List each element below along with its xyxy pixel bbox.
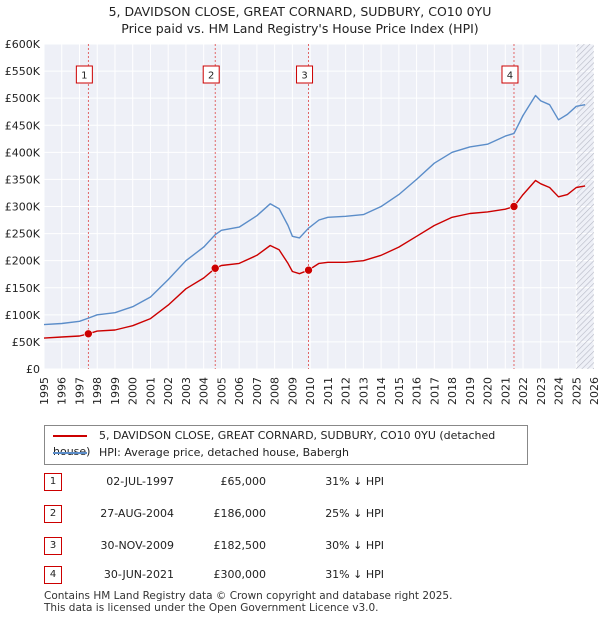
- y-tick-label: £300K: [5, 201, 41, 214]
- x-tick-label: 2012: [340, 377, 353, 405]
- x-tick-label: 2005: [215, 377, 228, 405]
- price-chart: 1 2 3 4 £0 £50K £100K £150K £200K £250K £300K £350…: [5, 38, 600, 405]
- transaction-hpi: 30% ↓ HPI: [325, 539, 384, 552]
- x-tick-label: 1998: [91, 377, 104, 405]
- x-tick-label: 1996: [56, 377, 69, 405]
- y-tick-label: £100K: [5, 309, 41, 322]
- x-tick-label: 2016: [411, 377, 424, 405]
- hpi-series-line: [43, 94, 586, 326]
- sale-label-box: [75, 65, 93, 84]
- x-tick-label: 2024: [553, 377, 566, 405]
- forecast-hatch: [576, 44, 594, 369]
- legend-item-property: 5, DAVIDSON CLOSE, GREAT CORNARD, SUDBUR…: [53, 428, 527, 458]
- x-tick-label: 2003: [180, 377, 193, 405]
- y-tick-label: £500K: [5, 92, 41, 105]
- transaction-number: 2: [44, 505, 62, 523]
- sale-point: [509, 202, 519, 211]
- x-tick-label: 2025: [570, 377, 583, 405]
- x-tick-label: 2018: [446, 377, 459, 405]
- y-tick-label: £50K: [12, 336, 41, 349]
- x-tick-label: 2020: [482, 377, 495, 405]
- sale-point: [84, 329, 93, 339]
- transaction-row: 2 27-AUG-2004 £186,000 25% ↓ HPI: [44, 504, 444, 524]
- transaction-date: 30-JUN-2021: [103, 568, 174, 581]
- transaction-row: 1 02-JUL-1997 £65,000 31% ↓ HPI: [44, 472, 444, 492]
- sale-label: 1: [81, 71, 87, 82]
- transaction-price: £182,500: [213, 539, 267, 552]
- y-tick-label: £350K: [5, 173, 41, 186]
- x-tick-label: 2026: [588, 377, 600, 405]
- sale-label-box: [296, 65, 314, 84]
- x-tick-label: 2007: [251, 377, 264, 405]
- transaction-row: 4 30-JUN-2021 £300,000 31% ↓ HPI: [44, 565, 444, 585]
- x-tick-label: 2022: [517, 377, 530, 405]
- x-tick-label: 2001: [144, 377, 157, 405]
- x-tick-label: 2023: [535, 377, 548, 405]
- y-tick-label: £400K: [5, 146, 41, 159]
- transaction-date: 02-JUL-1997: [106, 475, 174, 488]
- sale-label: 4: [507, 71, 513, 82]
- transaction-date: 30-NOV-2009: [100, 539, 174, 552]
- transaction-number: 3: [44, 537, 62, 555]
- sale-label: 3: [301, 71, 307, 82]
- transaction-date: 27-AUG-2004: [100, 507, 174, 520]
- transaction-number: 1: [44, 473, 62, 491]
- footer-copyright: Contains HM Land Registry data © Crown c…: [44, 590, 453, 602]
- transaction-price: £65,000: [220, 475, 267, 488]
- legend-item-hpi: HPI: Average price, detached house, Babe…: [53, 445, 349, 461]
- sale-label: 2: [208, 71, 214, 82]
- x-tick-label: 1997: [73, 377, 86, 405]
- transaction-row: 3 30-NOV-2009 £182,500 30% ↓ HPI: [44, 536, 444, 556]
- x-tick-label: 2015: [393, 377, 406, 405]
- x-tick-label: 2008: [269, 377, 282, 405]
- x-tick-label: 2006: [233, 377, 246, 405]
- legend: 5, DAVIDSON CLOSE, GREAT CORNARD, SUDBUR…: [44, 425, 528, 465]
- footer-licence: This data is licensed under the Open Gov…: [44, 602, 379, 614]
- x-tick-label: 1995: [38, 377, 51, 405]
- legend-label-property: 5, DAVIDSON CLOSE, GREAT CORNARD, SUDBUR…: [53, 429, 496, 458]
- y-tick-label: £550K: [5, 65, 41, 78]
- x-tick-label: 2002: [162, 377, 175, 405]
- transaction-price: £300,000: [213, 568, 267, 581]
- legend-swatch-red: [53, 435, 87, 437]
- x-tick-label: 2009: [286, 377, 299, 405]
- transaction-hpi: 31% ↓ HPI: [325, 475, 384, 488]
- x-tick-label: 2014: [375, 377, 388, 405]
- x-tick-label: 2011: [322, 377, 335, 405]
- chart-title: 5, DAVIDSON CLOSE, GREAT CORNARD, SUDBUR…: [108, 4, 492, 19]
- y-tick-label: £0: [26, 363, 40, 376]
- x-tick-label: 2017: [428, 377, 441, 405]
- transaction-price: £186,000: [213, 507, 267, 520]
- sale-point: [304, 265, 313, 275]
- sale-label-box: [501, 65, 519, 84]
- transaction-hpi: 25% ↓ HPI: [325, 507, 384, 520]
- sale-label-box: [202, 65, 220, 84]
- x-tick-label: 2019: [464, 377, 477, 405]
- x-tick-label: 2004: [198, 377, 211, 405]
- transaction-number: 4: [44, 566, 62, 584]
- sale-point: [210, 263, 220, 273]
- x-tick-label: 2010: [304, 377, 317, 405]
- y-tick-label: £450K: [5, 119, 41, 132]
- x-tick-label: 1999: [109, 377, 122, 405]
- chart-subtitle: Price paid vs. HM Land Registry's House …: [121, 21, 479, 36]
- x-tick-label: 2021: [499, 377, 512, 405]
- x-tick-label: 2000: [127, 377, 140, 405]
- y-tick-label: £200K: [5, 255, 41, 268]
- y-tick-label: £150K: [5, 282, 41, 295]
- transaction-hpi: 31% ↓ HPI: [325, 568, 384, 581]
- price-paid-series-line: [43, 179, 586, 339]
- y-tick-label: £250K: [5, 228, 41, 241]
- legend-label-hpi: HPI: Average price, detached house, Babe…: [99, 446, 349, 459]
- x-tick-label: 2013: [357, 377, 370, 405]
- y-tick-label: £600K: [5, 38, 41, 51]
- legend-swatch-blue: [53, 452, 87, 454]
